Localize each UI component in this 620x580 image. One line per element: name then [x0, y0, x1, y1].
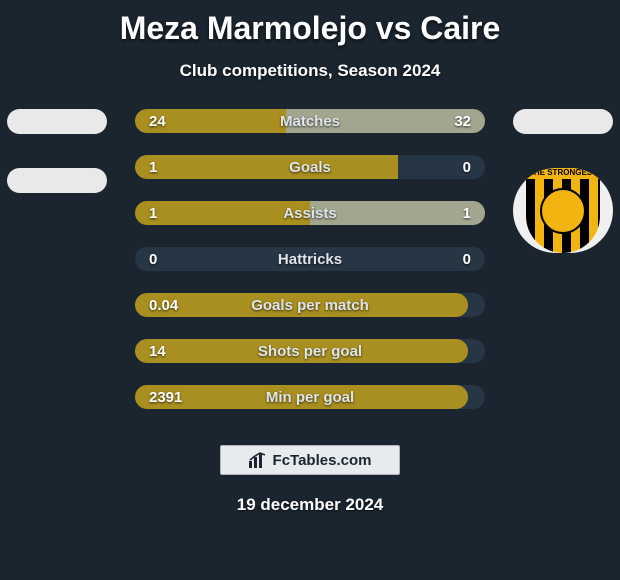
player-left-column — [7, 109, 107, 409]
stat-row: 1 Assists 1 — [135, 201, 485, 225]
stat-row: 0 Hattricks 0 — [135, 247, 485, 271]
subtitle: Club competitions, Season 2024 — [0, 61, 620, 81]
bar-left — [135, 155, 398, 179]
badge-stripes: THE STRONGEST — [526, 168, 600, 253]
stat-label: Assists — [283, 205, 336, 222]
stat-label: Goals per match — [251, 297, 369, 314]
stat-label: Hattricks — [278, 251, 342, 268]
stat-value-right: 0 — [463, 251, 471, 268]
stat-row: 2391 Min per goal — [135, 385, 485, 409]
stat-label: Goals — [289, 159, 331, 176]
stat-value-left: 0.04 — [149, 297, 178, 314]
player-right-club-badge: THE STRONGEST — [513, 168, 613, 253]
stat-row: 14 Shots per goal — [135, 339, 485, 363]
stat-value-right: 1 — [463, 205, 471, 222]
stat-value-right: 32 — [454, 113, 471, 130]
page-title: Meza Marmolejo vs Caire — [0, 0, 620, 47]
footer-brand: FcTables.com — [220, 445, 400, 475]
chart-icon — [249, 452, 267, 468]
player-left-club-badge — [7, 168, 107, 193]
stat-value-right: 0 — [463, 159, 471, 176]
stat-row: 0.04 Goals per match — [135, 293, 485, 317]
stat-value-left: 1 — [149, 205, 157, 222]
stat-value-left: 2391 — [149, 389, 182, 406]
player-right-avatar — [513, 109, 613, 134]
player-right-column: THE STRONGEST — [513, 109, 613, 409]
stat-value-left: 24 — [149, 113, 166, 130]
stats-bars: 24 Matches 32 1 Goals 0 1 Assists 1 0 Hattricks 0 0.… — [135, 109, 485, 409]
footer-brand-text: FcTables.com — [273, 452, 372, 469]
stat-label: Matches — [280, 113, 340, 130]
comparison-panel: 24 Matches 32 1 Goals 0 1 Assists 1 0 Hattricks 0 0.… — [0, 109, 620, 409]
badge-text: THE STRONGEST — [524, 168, 602, 179]
date-line: 19 december 2024 — [0, 495, 620, 515]
stat-label: Shots per goal — [258, 343, 362, 360]
stat-row: 1 Goals 0 — [135, 155, 485, 179]
player-left-avatar — [7, 109, 107, 134]
stat-value-left: 1 — [149, 159, 157, 176]
stat-value-left: 0 — [149, 251, 157, 268]
stat-value-left: 14 — [149, 343, 166, 360]
tiger-icon — [540, 188, 586, 234]
stat-label: Min per goal — [266, 389, 354, 406]
stat-row: 24 Matches 32 — [135, 109, 485, 133]
